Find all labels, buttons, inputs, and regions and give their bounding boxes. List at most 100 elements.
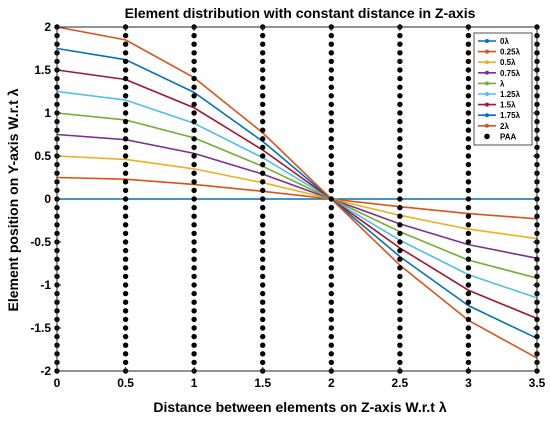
paa-point [328, 136, 334, 142]
paa-point [260, 256, 266, 262]
paa-point [328, 247, 334, 254]
paa-point [465, 93, 472, 99]
paa-point [397, 222, 403, 228]
paa-point [191, 170, 197, 176]
paa-point [328, 118, 334, 125]
paa-point [191, 316, 197, 323]
x-tick-label: 0 [54, 376, 61, 390]
paa-point [122, 265, 129, 271]
legend-marker [485, 102, 489, 107]
paa-point [328, 299, 334, 305]
series-line-5 [56, 90, 538, 299]
paa-point [122, 256, 129, 262]
paa-point [465, 84, 472, 90]
paa-point [191, 187, 197, 194]
paa-point [328, 50, 334, 56]
paa-point [465, 101, 472, 108]
paa-point [465, 75, 472, 82]
legend-marker [485, 81, 489, 86]
paa-point [397, 136, 403, 142]
paa-point [328, 32, 334, 39]
y-axis: -2 -1.5 -1 -0.5 0 0.5 1 1.5 2 [30, 20, 537, 378]
paa-point [328, 239, 334, 245]
paa-point [328, 308, 334, 314]
paa-point [328, 230, 334, 237]
paa-point [260, 265, 266, 271]
paa-point [191, 265, 197, 271]
paa-point [122, 230, 129, 237]
paa-point [260, 170, 266, 176]
paa-point [260, 84, 266, 90]
paa-point [465, 247, 472, 254]
paa-point [465, 204, 472, 211]
paa-point [328, 333, 334, 340]
paa-point [397, 67, 403, 73]
paa-point [465, 67, 472, 73]
paa-point [122, 333, 129, 340]
legend-marker [485, 60, 489, 65]
paa-point [191, 213, 197, 219]
paa-point [191, 127, 197, 133]
paa-point [465, 32, 472, 39]
paa-point [397, 316, 403, 323]
legend-label: PAA [500, 132, 517, 141]
paa-point [191, 161, 197, 168]
paa-point [191, 273, 197, 280]
y-tick-label: -0.5 [30, 235, 51, 249]
paa-point [465, 290, 472, 297]
paa-point [465, 144, 472, 151]
paa-point [465, 316, 472, 323]
paa-point [122, 161, 129, 168]
paa-point [328, 256, 334, 262]
paa-point [260, 316, 266, 323]
paa-point [260, 325, 266, 331]
paa-point [122, 359, 129, 366]
paa-point [465, 58, 472, 65]
paa-point [465, 118, 472, 125]
paa-point [122, 213, 129, 219]
paa-point [328, 204, 334, 211]
paa-point [260, 308, 266, 314]
paa-point [397, 58, 403, 65]
paa-point [122, 153, 129, 159]
paa-point [191, 308, 197, 314]
legend-marker [485, 70, 489, 75]
paa-point [328, 213, 334, 219]
paa-point [397, 50, 403, 56]
series-line-3 [56, 133, 538, 260]
paa-point [397, 179, 403, 185]
legend-label: 0.75λ [500, 69, 521, 78]
paa-point [191, 110, 197, 116]
paa-point [465, 359, 472, 366]
paa-point [465, 41, 472, 47]
paa-point [260, 75, 266, 82]
paa-point [465, 110, 472, 116]
paa-point [122, 342, 129, 348]
paa-point [122, 170, 129, 176]
paa-point [260, 41, 266, 47]
paa-point [465, 127, 472, 133]
legend-label: 0λ [500, 37, 509, 46]
paa-point [397, 239, 403, 245]
paa-point [191, 256, 197, 262]
paa-point [397, 153, 403, 159]
paa-point [397, 230, 403, 237]
paa-point [191, 67, 197, 73]
paa-point [465, 273, 472, 280]
paa-point [122, 110, 129, 116]
y-tick-label: 0.5 [34, 149, 51, 163]
paa-point [328, 265, 334, 271]
paa-point [465, 230, 472, 237]
paa-point [260, 359, 266, 366]
paa-point [328, 187, 334, 194]
y-tick-label: 1.5 [34, 63, 51, 77]
paa-point [328, 196, 334, 202]
paa-point [465, 333, 472, 340]
paa-point [260, 222, 266, 228]
y-tick-label: 1 [44, 106, 51, 120]
y-axis-label: Element position on Y-axis W.r.t λ [5, 88, 21, 311]
paa-point [465, 136, 472, 142]
paa-point [191, 290, 197, 297]
paa-point [191, 204, 197, 211]
legend-label: 1.75λ [500, 111, 521, 120]
